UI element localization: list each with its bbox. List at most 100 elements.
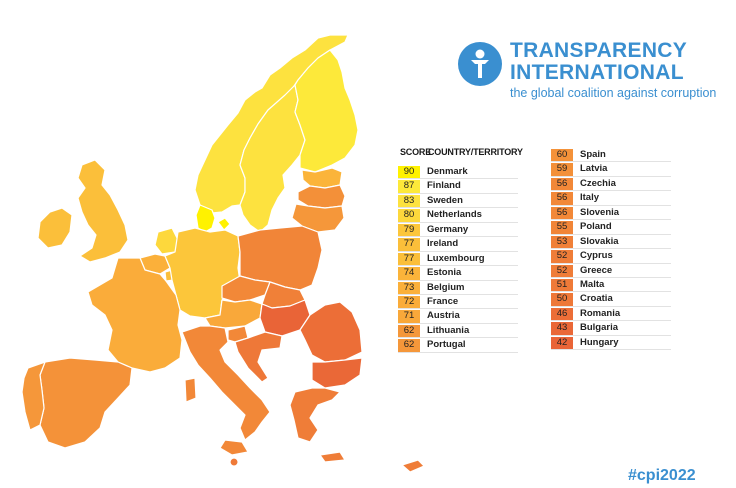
- row-divider: [398, 351, 518, 353]
- table-row: 80 Netherlands: [398, 208, 518, 223]
- region-latvia: [297, 184, 346, 209]
- row-divider: [551, 233, 671, 235]
- table-row: 52 Greece: [551, 264, 671, 278]
- score-cell: 59: [551, 163, 573, 176]
- row-divider: [551, 248, 671, 250]
- table-row: 46 Romania: [551, 307, 671, 322]
- row-divider: [398, 207, 518, 209]
- score-cell: 87: [398, 180, 420, 193]
- country-cell: Romania: [580, 307, 621, 319]
- row-divider: [551, 291, 671, 293]
- row-divider: [398, 308, 518, 310]
- region-france: [87, 257, 183, 373]
- score-cell: 77: [398, 238, 420, 251]
- score-cell: 46: [551, 307, 573, 321]
- country-cell: Denmark: [427, 166, 468, 177]
- table-row: 72 France: [398, 295, 518, 310]
- country-cell: Ireland: [427, 238, 459, 250]
- row-divider: [551, 219, 671, 221]
- row-divider: [551, 305, 671, 307]
- row-divider: [551, 334, 671, 336]
- brand-title-line2: INTERNATIONAL: [510, 61, 684, 84]
- row-divider: [551, 320, 671, 322]
- score-cell: 72: [398, 295, 420, 309]
- region-ireland: [37, 207, 73, 249]
- region-romania: [299, 301, 363, 363]
- country-cell: Sweden: [427, 194, 463, 206]
- table-row: 53 Slovakia: [551, 235, 671, 250]
- score-cell: 55: [551, 221, 573, 234]
- region-spain: [39, 357, 133, 449]
- table-row: 79 Germany: [398, 223, 518, 238]
- score-table-left: 90 Denmark 87 Finland 83 Sweden 80 Netherlands 7…: [398, 165, 518, 353]
- row-divider: [398, 337, 518, 339]
- row-divider: [551, 262, 671, 264]
- row-divider: [398, 178, 518, 180]
- score-cell: 90: [398, 166, 420, 179]
- row-divider: [551, 190, 671, 192]
- score-cell: 56: [551, 177, 573, 191]
- score-cell: 74: [398, 267, 420, 280]
- country-cell: Austria: [427, 310, 460, 322]
- country-cell: France: [427, 295, 459, 307]
- score-cell: 53: [551, 235, 573, 249]
- ti-logo-icon: [458, 42, 502, 86]
- row-divider: [398, 293, 518, 295]
- region-italy: [181, 325, 271, 456]
- table-row: 62 Portugal: [398, 338, 518, 353]
- country-cell: Spain: [580, 149, 606, 160]
- brand-title-line1: TRANSPARENCY: [510, 39, 688, 62]
- table-row: 51 Malta: [551, 278, 671, 293]
- region-bulgaria: [311, 357, 363, 389]
- country-cell: Czechia: [580, 177, 616, 189]
- table-row: 55 Poland: [551, 220, 671, 235]
- table-row: 56 Slovenia: [551, 206, 671, 221]
- brand-title: TRANSPARENCY INTERNATIONAL: [510, 40, 687, 84]
- score-cell: 77: [398, 252, 420, 266]
- country-cell: Hungary: [580, 336, 619, 348]
- brand-tagline: the global coalition against corruption: [510, 86, 717, 100]
- score-cell: 62: [398, 339, 420, 352]
- table-row: 43 Bulgaria: [551, 321, 671, 336]
- country-cell: Netherlands: [427, 209, 482, 221]
- score-cell: 56: [551, 206, 573, 220]
- country-cell: Poland: [580, 221, 612, 233]
- transparency-international-logo: TRANSPARENCY INTERNATIONAL the global co…: [458, 40, 728, 102]
- country-cell: Finland: [427, 180, 461, 192]
- europe-map: [21, 34, 425, 473]
- region-portugal: [21, 361, 46, 431]
- table-row: 59 Latvia: [551, 162, 671, 177]
- table-row: 71 Austria: [398, 309, 518, 324]
- country-cell: Croatia: [580, 293, 613, 305]
- country-cell: Latvia: [580, 163, 608, 175]
- hashtag: #cpi2022: [628, 467, 696, 484]
- score-cell: 43: [551, 322, 573, 335]
- table-row: 83 Sweden: [398, 194, 518, 209]
- table-row: 77 Luxembourg: [398, 252, 518, 267]
- country-cell: Greece: [580, 264, 613, 276]
- region-denmark: [195, 204, 231, 233]
- score-cell: 62: [398, 324, 420, 338]
- country-cell: Luxembourg: [427, 252, 485, 264]
- row-divider: [551, 204, 671, 206]
- row-divider: [551, 349, 671, 351]
- row-divider: [398, 192, 518, 194]
- region-lithuania: [291, 203, 345, 233]
- row-divider: [398, 221, 518, 223]
- row-divider: [398, 322, 518, 324]
- score-cell: 42: [551, 336, 573, 350]
- table-row: 74 Estonia: [398, 266, 518, 281]
- country-cell: Cyprus: [580, 250, 613, 262]
- row-divider: [551, 175, 671, 177]
- row-divider: [398, 250, 518, 252]
- region-netherlands: [154, 227, 179, 255]
- country-header: COUNTRY/TERRITORY: [428, 147, 523, 157]
- region-cyprus: [401, 459, 425, 473]
- score-cell: 50: [551, 293, 573, 306]
- table-row: 56 Czechia: [551, 177, 671, 192]
- row-divider: [398, 279, 518, 281]
- country-cell: Belgium: [427, 281, 465, 293]
- row-divider: [398, 236, 518, 238]
- score-cell: 71: [398, 310, 420, 323]
- score-cell: 60: [551, 149, 573, 162]
